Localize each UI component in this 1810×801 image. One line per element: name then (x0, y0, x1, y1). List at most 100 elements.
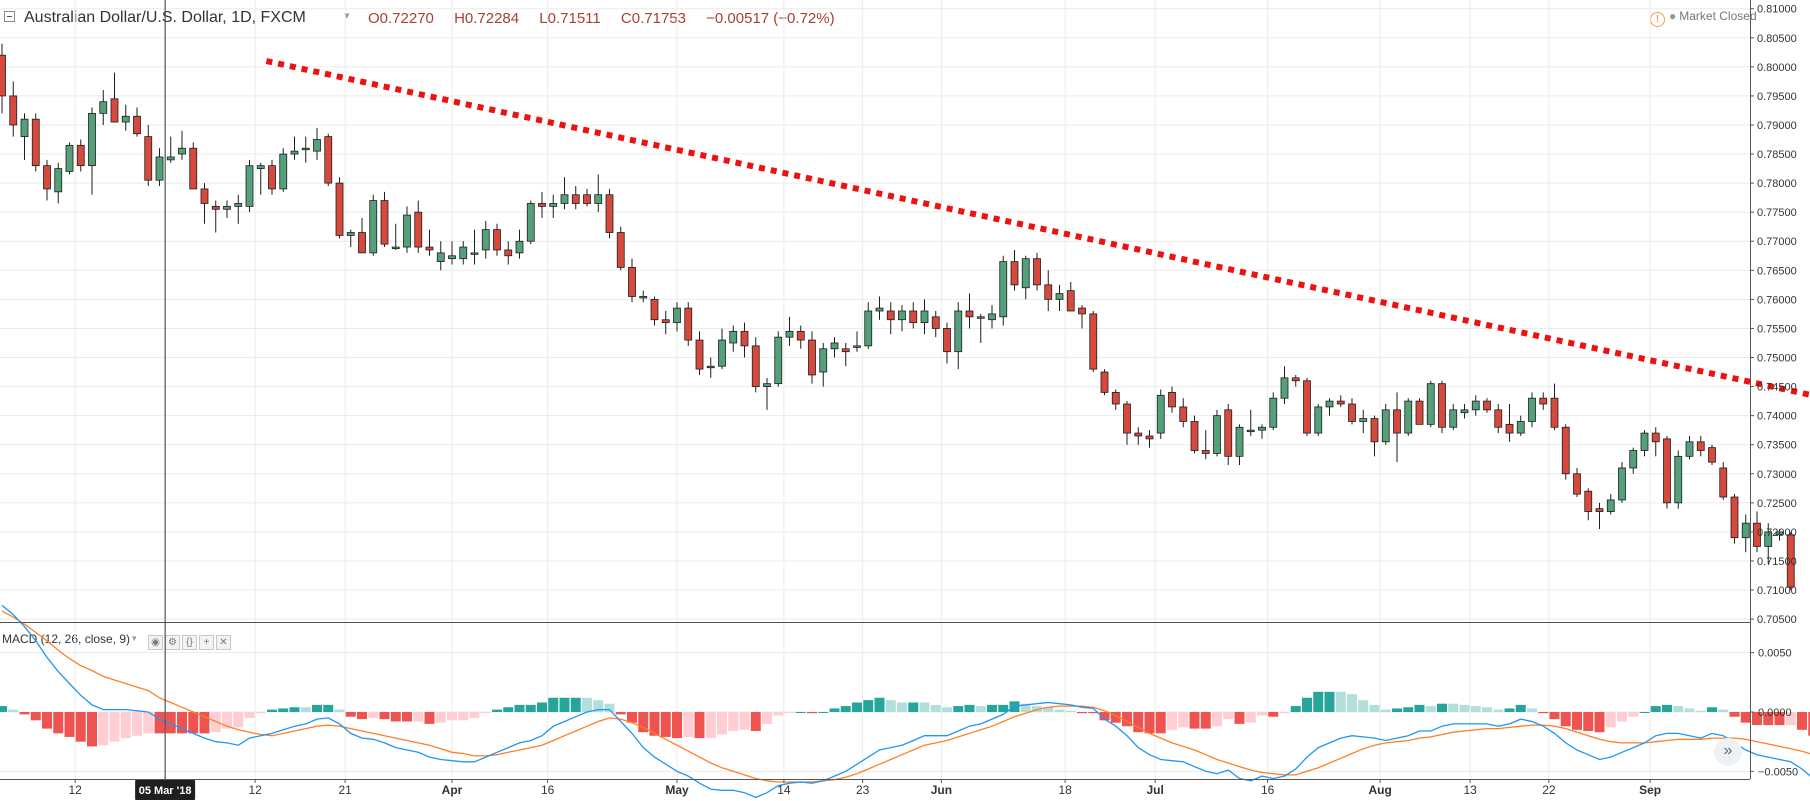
macd-histogram-bar (132, 712, 142, 736)
candle-body (1235, 426, 1244, 457)
macd-histogram-bar (1403, 707, 1414, 712)
macd-histogram-bar (1763, 712, 1774, 726)
macd-histogram-bar (87, 712, 97, 747)
macd-histogram-bar (660, 712, 671, 737)
candle-body (1190, 421, 1199, 451)
trendline-dotted[interactable] (265, 58, 1810, 399)
candle-body (1033, 258, 1041, 286)
macd-histogram-bar (1459, 704, 1470, 712)
macd-histogram-bar (548, 697, 559, 712)
source-code-icon[interactable]: {} (182, 635, 197, 650)
macd-histogram-bar (638, 712, 649, 733)
macd-histogram-bar (807, 712, 817, 714)
y-tick-label: 0.79000 (1757, 120, 1797, 132)
macd-histogram-bar (1504, 708, 1515, 712)
close-icon[interactable]: ✕ (216, 635, 231, 650)
y-tick-label: 0.80500 (1757, 33, 1797, 45)
macd-histogram-bar (165, 712, 176, 734)
candle-body (1618, 467, 1626, 501)
candle-body (1393, 409, 1401, 434)
candle-body (493, 229, 501, 251)
y-tick-label: 0.81000 (1757, 4, 1797, 16)
more-icon[interactable]: + (199, 635, 214, 650)
macd-histogram-bar (1088, 712, 1099, 714)
candle-body (1111, 391, 1120, 405)
macd-histogram-bar (289, 707, 300, 712)
candle-body (448, 255, 456, 260)
candle-body (628, 267, 636, 297)
x-tick-label: 13 (1463, 783, 1477, 797)
chevron-down-icon[interactable]: ▾ (344, 10, 350, 22)
macd-histogram-bar (42, 712, 52, 729)
y-tick-label: 0.76000 (1757, 294, 1797, 306)
macd-histogram-bar (1223, 712, 1234, 720)
macd-histogram-bar (368, 712, 379, 718)
macd-histogram-bar (829, 708, 840, 712)
candle-body (20, 118, 29, 138)
candle-body (1651, 432, 1660, 443)
x-tick-label: Aug (1368, 783, 1391, 797)
macd-histogram-bar (1257, 712, 1267, 716)
macd-histogram-bar (1650, 706, 1661, 712)
candle-body (830, 342, 839, 350)
ohlc-high: H0.72284 (454, 10, 520, 27)
macd-histogram-bar (885, 700, 896, 712)
y-tick-label: 0.71500 (1757, 556, 1797, 568)
candle-body (650, 298, 659, 321)
macd-histogram-bar (1549, 712, 1560, 720)
candle-body (538, 203, 546, 207)
candle-body (661, 319, 670, 324)
macd-histogram-bar (109, 712, 120, 742)
candle-body (1674, 455, 1683, 504)
y-tick-label: 0.71000 (1757, 585, 1797, 597)
candle-body (223, 205, 231, 210)
y-tick-label: 0.73000 (1757, 469, 1797, 481)
macd-series (0, 604, 1810, 799)
collapse-toggle-icon[interactable] (4, 11, 15, 22)
candle-body (391, 246, 400, 249)
macd-histogram-bar (1099, 712, 1110, 721)
macd-histogram-bar (300, 707, 311, 712)
macd-histogram-bar (503, 707, 514, 712)
candle-body (695, 339, 704, 370)
macd-histogram-bar (1774, 712, 1785, 726)
macd-histogram-bar (1212, 712, 1222, 727)
candle-body (976, 316, 985, 319)
macd-histogram-bar (177, 712, 187, 734)
candle-body (1010, 261, 1019, 286)
macd-histogram-bar (1155, 712, 1166, 734)
candle-body (313, 139, 321, 152)
candle-body (144, 136, 153, 181)
macd-histogram-bar (1425, 706, 1436, 712)
macd-legend-label[interactable]: MACD (12, 26, close, 9) (2, 632, 131, 646)
grid (0, 0, 1750, 779)
macd-histogram-bar (1020, 703, 1031, 712)
macd-histogram-bar (1617, 712, 1627, 722)
macd-histogram-bar (1493, 709, 1504, 712)
candle-body (1764, 531, 1773, 547)
candle-body (763, 383, 771, 387)
macd-histogram-bar (537, 702, 547, 712)
visibility-icon[interactable]: ◉ (148, 635, 163, 650)
candle-body (9, 95, 18, 126)
candle-body (616, 232, 625, 268)
macd-histogram-bar (919, 702, 930, 712)
macd-histogram-bar (1302, 697, 1312, 712)
x-tick-label: 21 (338, 783, 352, 797)
macd-histogram-bar (852, 702, 862, 712)
candle-body (1516, 421, 1525, 434)
trendline-annotation[interactable] (265, 58, 1810, 410)
candle-body (31, 118, 40, 167)
macd-chevron-down-icon[interactable]: ▾ (132, 633, 137, 643)
macd-histogram-bar (1279, 712, 1290, 714)
scroll-to-latest-button[interactable]: » (1714, 738, 1742, 766)
macd-histogram-bar (1628, 712, 1639, 717)
macd-histogram-bar (0, 706, 7, 712)
y-tick-label: 0.80000 (1757, 62, 1797, 74)
candle-body (706, 365, 715, 369)
candle-body (121, 115, 130, 123)
macd-histogram-bar (1448, 703, 1459, 712)
candle-body (459, 246, 468, 260)
candle-body (256, 165, 265, 169)
